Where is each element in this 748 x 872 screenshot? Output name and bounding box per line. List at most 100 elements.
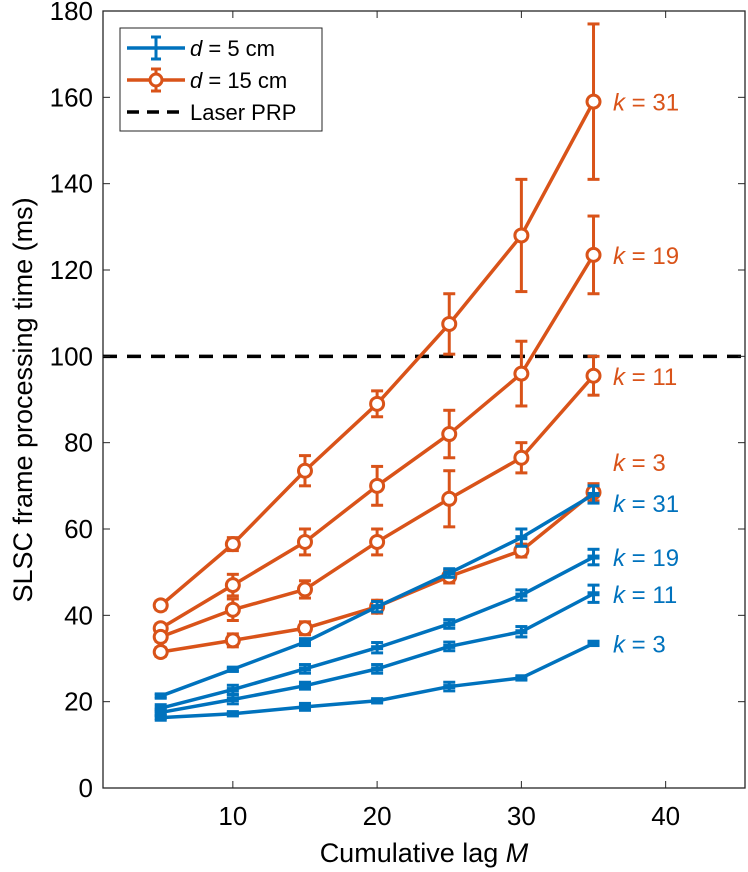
k-value: = 31 [625,90,679,117]
legend-text: = 15 cm [202,68,287,93]
k-value: = 3 [625,631,666,658]
data-point [587,491,600,497]
data-point [296,533,313,550]
k-annotation: k = 3 [613,450,666,477]
y-tick-label: 100 [50,341,93,371]
x-tick-label: 10 [218,801,247,831]
data-point [296,581,313,598]
y-tick-label: 60 [64,514,93,544]
series-layer [152,22,602,722]
plot-area [102,10,746,789]
data-point [224,632,241,649]
data-point [152,628,169,645]
y-tick-label: 160 [50,82,93,112]
y-tick-label: 80 [64,428,93,458]
data-point [224,577,241,594]
k-value: = 31 [625,491,679,518]
data-point [154,715,167,721]
data-point [298,683,311,689]
data-point [224,536,241,553]
data-point [224,601,241,618]
data-point [513,449,530,466]
series-d15-31 [152,22,602,614]
data-point [154,709,167,715]
x-axis-label: Cumulative lag M [320,838,529,868]
data-point [513,365,530,382]
k-var: k [613,631,627,658]
data-point [587,554,600,560]
k-var: k [613,243,627,270]
data-point [298,666,311,672]
data-point [585,246,602,263]
k-var: k [613,491,627,518]
k-annotation: k = 19 [613,545,679,572]
k-value: = 19 [625,243,679,270]
data-point [441,315,458,332]
data-point [369,533,386,550]
data-point [152,597,169,614]
data-point [443,621,456,627]
legend-circle-icon [148,72,164,88]
data-point [369,477,386,494]
k-annotation: k = 19 [613,243,679,270]
k-annotation: k = 31 [613,491,679,518]
data-point [443,684,456,690]
k-var: k [613,364,627,391]
k-value: = 11 [625,582,677,609]
legend-text: Laser PRP [190,100,296,125]
data-point [298,639,311,645]
x-axis-label-text: Cumulative lag [320,838,499,868]
data-point [585,93,602,110]
k-value: = 3 [625,450,666,477]
y-tick-label: 20 [64,687,93,717]
data-point [371,604,384,610]
data-point [441,426,458,443]
annotation-layer: k = 31k = 19k = 11k = 3k = 31k = 19k = 1… [613,90,679,659]
data-point [515,592,528,598]
legend-var: d [190,36,203,61]
series-d15-19 [152,214,602,637]
legend-item: d = 15 cm [127,67,287,93]
y-tick-label: 140 [50,169,93,199]
data-point [154,693,167,699]
data-point [152,644,169,661]
y-tick-label: 40 [64,600,93,630]
data-point [515,629,528,635]
k-annotation: k = 31 [613,90,679,117]
x-axis-label-var: M [506,838,529,868]
k-var: k [613,90,627,117]
legend-label: d = 5 cm [190,36,275,61]
series-d5-31 [154,484,600,700]
k-value: = 19 [625,545,679,572]
axes-box [102,10,746,789]
data-point [369,395,386,412]
k-var: k [613,582,627,609]
data-point [296,620,313,637]
legend-label: Laser PRP [190,100,296,125]
y-tick-label: 0 [79,773,93,803]
data-point [515,675,528,681]
series-d5-3 [154,639,600,722]
y-axis-label: SLSC frame processing time (ms) [8,197,38,602]
legend-label: d = 15 cm [190,68,287,93]
y-tick-label: 120 [50,255,93,285]
data-point [226,666,239,672]
data-point [515,535,528,541]
k-var: k [613,450,627,477]
data-point [371,698,384,704]
y-tick-label: 180 [50,0,93,26]
k-annotation: k = 11 [613,364,677,391]
legend-text: = 5 cm [202,36,275,61]
data-point [296,462,313,479]
x-tick-label: 40 [651,801,680,831]
data-point [587,640,600,646]
data-point [443,643,456,649]
data-point [298,704,311,710]
x-tick-label: 20 [363,801,392,831]
data-point [443,570,456,576]
k-annotation: k = 3 [613,631,666,658]
legend-item: Laser PRP [127,100,296,125]
series-d5-11 [154,583,600,718]
